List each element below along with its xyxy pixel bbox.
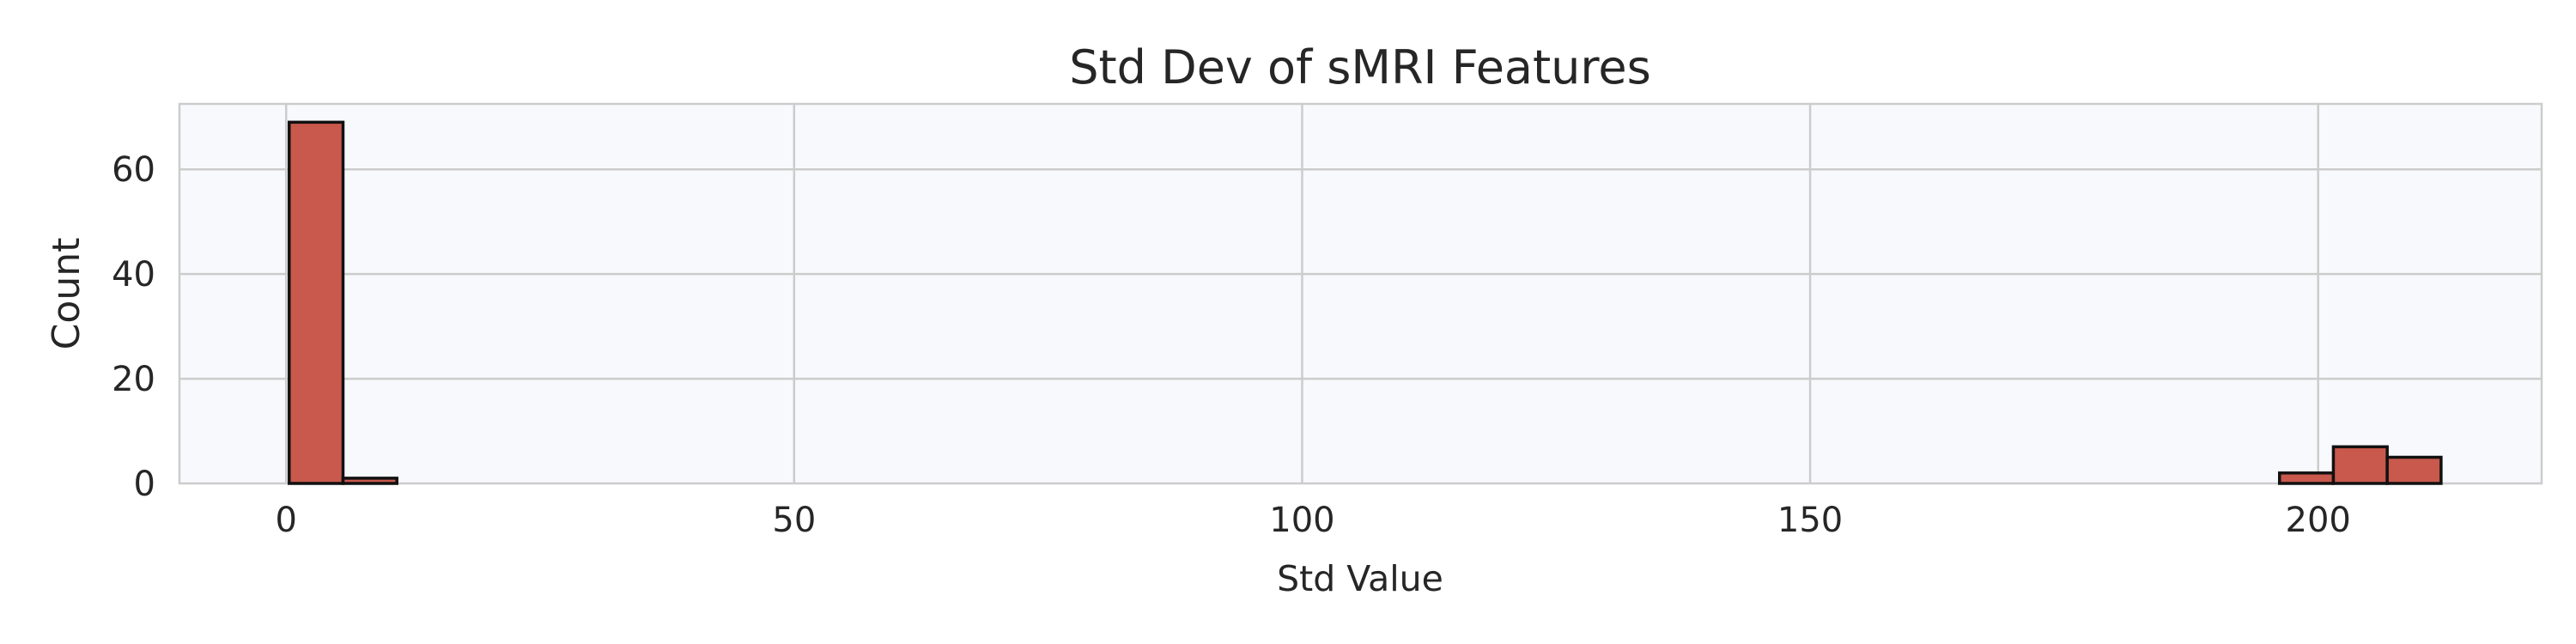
chart-title: Std Dev of sMRI Features <box>1069 40 1651 94</box>
bars <box>288 120 2443 485</box>
histogram-bar <box>341 477 398 485</box>
x-axis-label: Std Value <box>1277 558 1443 599</box>
x-tick-label: 0 <box>276 501 297 540</box>
y-tick-label: 0 <box>134 465 155 504</box>
histogram-bar <box>2331 445 2389 485</box>
x-tick-label: 200 <box>2286 501 2351 540</box>
x-tick-label: 150 <box>1777 501 1843 540</box>
x-tick-label: 50 <box>772 501 816 540</box>
plot-area <box>178 102 2543 485</box>
histogram-bar <box>288 120 345 485</box>
y-axis-label: Count <box>45 238 88 350</box>
histogram-bar <box>2385 455 2443 485</box>
y-tick-label: 20 <box>112 360 155 399</box>
tick-labels: 0 50 100 150 200 0 20 40 60 <box>112 150 2351 540</box>
y-tick-label: 60 <box>112 150 155 190</box>
y-tick-label: 40 <box>112 255 155 295</box>
x-tick-label: 100 <box>1269 501 1334 540</box>
grid-lines <box>179 104 2542 483</box>
histogram-bar <box>2277 471 2336 485</box>
